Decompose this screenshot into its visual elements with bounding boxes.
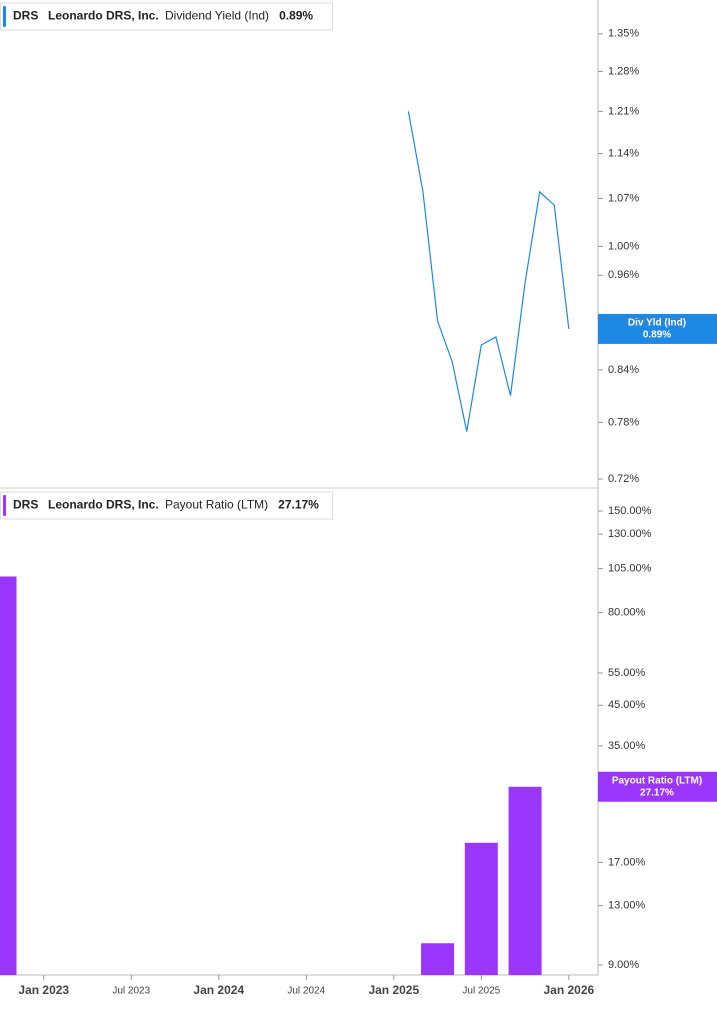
y-tick-label: 150.00% <box>608 505 652 517</box>
y-tick-label: 55.00% <box>608 667 646 679</box>
series-name: Dividend Yield (Ind) <box>165 9 269 23</box>
y-tick-label: 0.96% <box>608 269 639 281</box>
x-tick-label: Jul 2024 <box>287 986 325 997</box>
company: Leonardo DRS, Inc. <box>48 9 159 23</box>
bar <box>421 943 455 975</box>
ticker: DRS <box>13 498 38 512</box>
y-tick-label: 9.00% <box>608 959 639 971</box>
y-tick-label: 17.00% <box>608 856 646 868</box>
x-tick-label: Jul 2023 <box>112 986 150 997</box>
badge-value: 0.89% <box>643 330 671 341</box>
ticker: DRS <box>13 9 38 23</box>
header-color <box>3 495 6 516</box>
x-tick-label: Jan 2023 <box>18 983 69 997</box>
company: Leonardo DRS, Inc. <box>48 498 159 512</box>
y-tick-label: 1.35% <box>608 28 639 40</box>
bar <box>0 576 17 975</box>
header-color <box>3 6 6 27</box>
header-box <box>0 491 333 520</box>
badge-name: Payout Ratio (LTM) <box>612 775 702 786</box>
y-tick-label: 1.28% <box>608 65 639 77</box>
series-name: Payout Ratio (LTM) <box>165 498 268 512</box>
y-tick-label: 0.78% <box>608 416 639 428</box>
y-tick-label: 130.00% <box>608 528 652 540</box>
x-tick-label: Jan 2025 <box>368 983 419 997</box>
y-tick-label: 1.21% <box>608 105 639 117</box>
value-badge <box>598 771 717 802</box>
x-tick-label: Jan 2026 <box>543 983 594 997</box>
y-tick-label: 35.00% <box>608 740 646 752</box>
y-tick-label: 1.14% <box>608 147 639 159</box>
line <box>407 111 570 432</box>
x-tick-label: Jan 2024 <box>193 983 244 997</box>
y-tick-label: 1.07% <box>608 192 639 204</box>
badge-value: 27.17% <box>640 787 674 798</box>
y-tick-label: 0.84% <box>608 364 639 376</box>
y-tick-label: 13.00% <box>608 900 646 912</box>
y-tick-label: 1.00% <box>608 240 639 252</box>
plot-area <box>0 111 570 975</box>
value-badge <box>598 313 717 344</box>
badge-name: Div Yld (Ind) <box>628 318 686 329</box>
y-tick-label: 0.72% <box>608 473 639 485</box>
bar <box>464 842 498 975</box>
last-value: 27.17% <box>278 498 319 512</box>
y-tick-label: 45.00% <box>608 699 646 711</box>
x-tick-label: Jul 2025 <box>462 986 500 997</box>
header-box <box>0 2 333 31</box>
y-tick-label: 80.00% <box>608 606 646 618</box>
last-value: 0.89% <box>279 9 313 23</box>
bar <box>508 786 542 975</box>
y-tick-label: 105.00% <box>608 563 652 575</box>
